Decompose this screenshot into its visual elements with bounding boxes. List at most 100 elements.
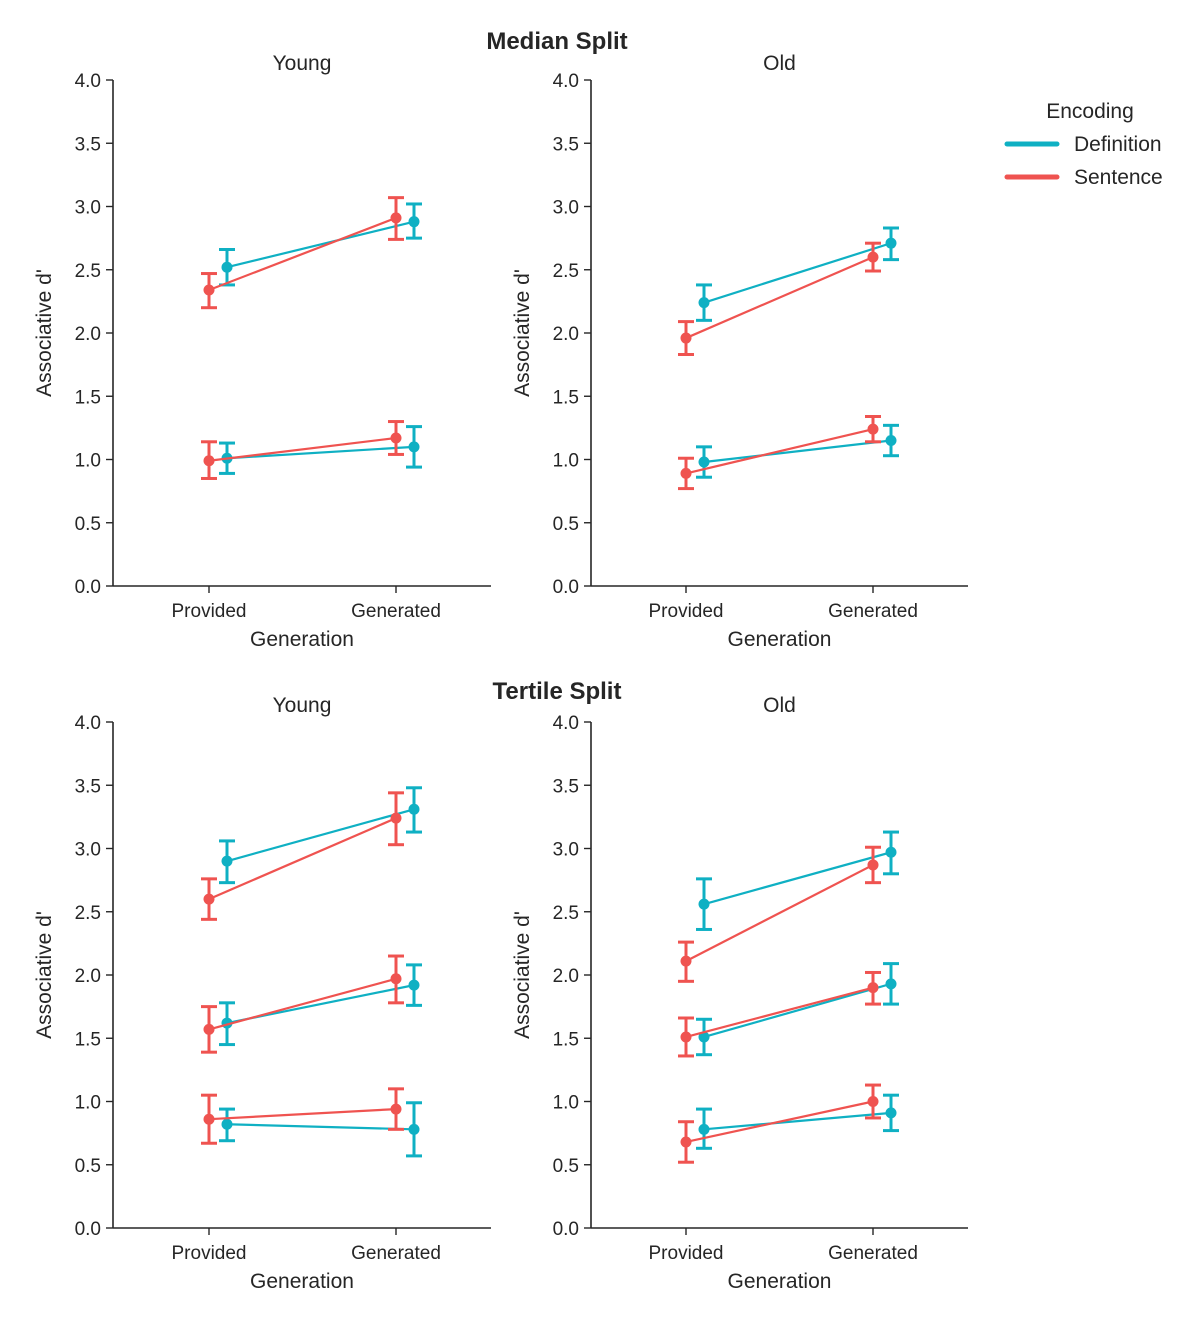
- y-tick-label: 3.0: [553, 840, 579, 861]
- y-tick-label: 3.0: [75, 840, 101, 861]
- y-axis-label: Associative d': [33, 911, 56, 1039]
- series-line: [685, 1100, 874, 1144]
- data-point: [698, 1123, 710, 1135]
- series-line: [208, 436, 397, 462]
- data-point: [867, 982, 879, 994]
- data-point: [203, 455, 215, 467]
- series-sentence: [201, 791, 404, 921]
- series-sentence: [678, 1083, 881, 1164]
- data-point: [680, 1136, 692, 1148]
- series-definition: [696, 962, 899, 1057]
- x-axis-label: Generation: [728, 628, 832, 651]
- y-axis-label: Associative d': [33, 269, 56, 397]
- panel-title: Young: [273, 694, 332, 717]
- data-point: [885, 435, 897, 447]
- series-line: [703, 982, 892, 1039]
- y-tick-label: 1.5: [553, 387, 579, 408]
- y-tick-label: 1.0: [75, 1093, 101, 1114]
- x-tick-label: Provided: [649, 1243, 724, 1264]
- y-tick-label: 3.0: [75, 198, 101, 219]
- data-point: [885, 846, 897, 858]
- data-point: [221, 261, 233, 273]
- y-tick-label: 3.5: [553, 134, 579, 155]
- series-line: [703, 439, 892, 464]
- series-definition: [219, 786, 422, 885]
- y-tick-label: 2.5: [75, 261, 101, 282]
- data-point: [203, 1113, 215, 1125]
- x-tick-label: Provided: [172, 601, 247, 622]
- y-axis-label: Associative d': [511, 269, 534, 397]
- x-tick-label: Generated: [351, 1243, 441, 1264]
- data-point: [390, 973, 402, 985]
- data-point: [221, 1118, 233, 1130]
- series-line: [703, 242, 892, 304]
- data-point: [885, 978, 897, 990]
- y-tick-label: 2.0: [75, 324, 101, 345]
- series-sentence: [678, 970, 881, 1058]
- panel-title: Old: [763, 694, 796, 717]
- series-definition: [696, 830, 899, 931]
- data-point: [698, 297, 710, 309]
- data-point: [680, 332, 692, 344]
- legend-label-sentence: Sentence: [1074, 166, 1163, 189]
- series-line: [208, 817, 397, 901]
- y-tick-label: 4.0: [75, 713, 101, 734]
- data-point: [390, 432, 402, 444]
- series-definition: [219, 1101, 422, 1158]
- series-definition: [219, 425, 422, 475]
- panel-title: Old: [763, 52, 796, 75]
- series-sentence: [201, 1087, 404, 1145]
- y-tick-label: 1.5: [75, 1029, 101, 1050]
- series-line: [226, 808, 415, 863]
- series-line: [208, 216, 397, 292]
- x-tick-label: Generated: [828, 1243, 918, 1264]
- y-tick-label: 2.5: [553, 903, 579, 924]
- y-tick-label: 4.0: [75, 71, 101, 92]
- y-tick-label: 0.0: [553, 1219, 579, 1240]
- y-tick-label: 1.5: [553, 1029, 579, 1050]
- series-line: [208, 1107, 397, 1121]
- data-point: [698, 1031, 710, 1043]
- data-point: [680, 955, 692, 967]
- y-tick-label: 4.0: [553, 71, 579, 92]
- series-line: [226, 1123, 415, 1131]
- data-point: [867, 859, 879, 871]
- y-tick-label: 0.0: [75, 577, 101, 598]
- data-point: [408, 216, 420, 228]
- series-line: [685, 428, 874, 475]
- series-line: [703, 1111, 892, 1131]
- y-tick-label: 0.0: [553, 577, 579, 598]
- series-sentence: [201, 420, 404, 480]
- series-sentence: [201, 954, 404, 1054]
- series-definition: [696, 226, 899, 322]
- y-tick-label: 1.0: [553, 451, 579, 472]
- series-sentence: [678, 414, 881, 491]
- y-tick-label: 0.5: [553, 514, 579, 535]
- legend-label-definition: Definition: [1074, 133, 1162, 156]
- data-point: [698, 898, 710, 910]
- series-line: [685, 863, 874, 963]
- data-point: [408, 803, 420, 815]
- series-line: [685, 256, 874, 340]
- data-point: [390, 812, 402, 824]
- y-tick-label: 2.0: [75, 966, 101, 987]
- series-line: [226, 445, 415, 460]
- legend: Encoding Definition Sentence: [1004, 100, 1163, 189]
- series-definition: [696, 1093, 899, 1150]
- data-point: [408, 1123, 420, 1135]
- data-point: [867, 251, 879, 263]
- x-tick-label: Generated: [828, 601, 918, 622]
- y-tick-label: 3.5: [75, 134, 101, 155]
- y-tick-label: 2.0: [553, 324, 579, 345]
- series-definition: [219, 202, 422, 287]
- group-title-median: Median Split: [486, 28, 627, 55]
- series-line: [685, 986, 874, 1039]
- series-line: [703, 851, 892, 906]
- x-axis-label: Generation: [250, 1270, 354, 1293]
- data-point: [390, 1103, 402, 1115]
- y-tick-label: 3.5: [75, 776, 101, 797]
- series-sentence: [201, 196, 404, 310]
